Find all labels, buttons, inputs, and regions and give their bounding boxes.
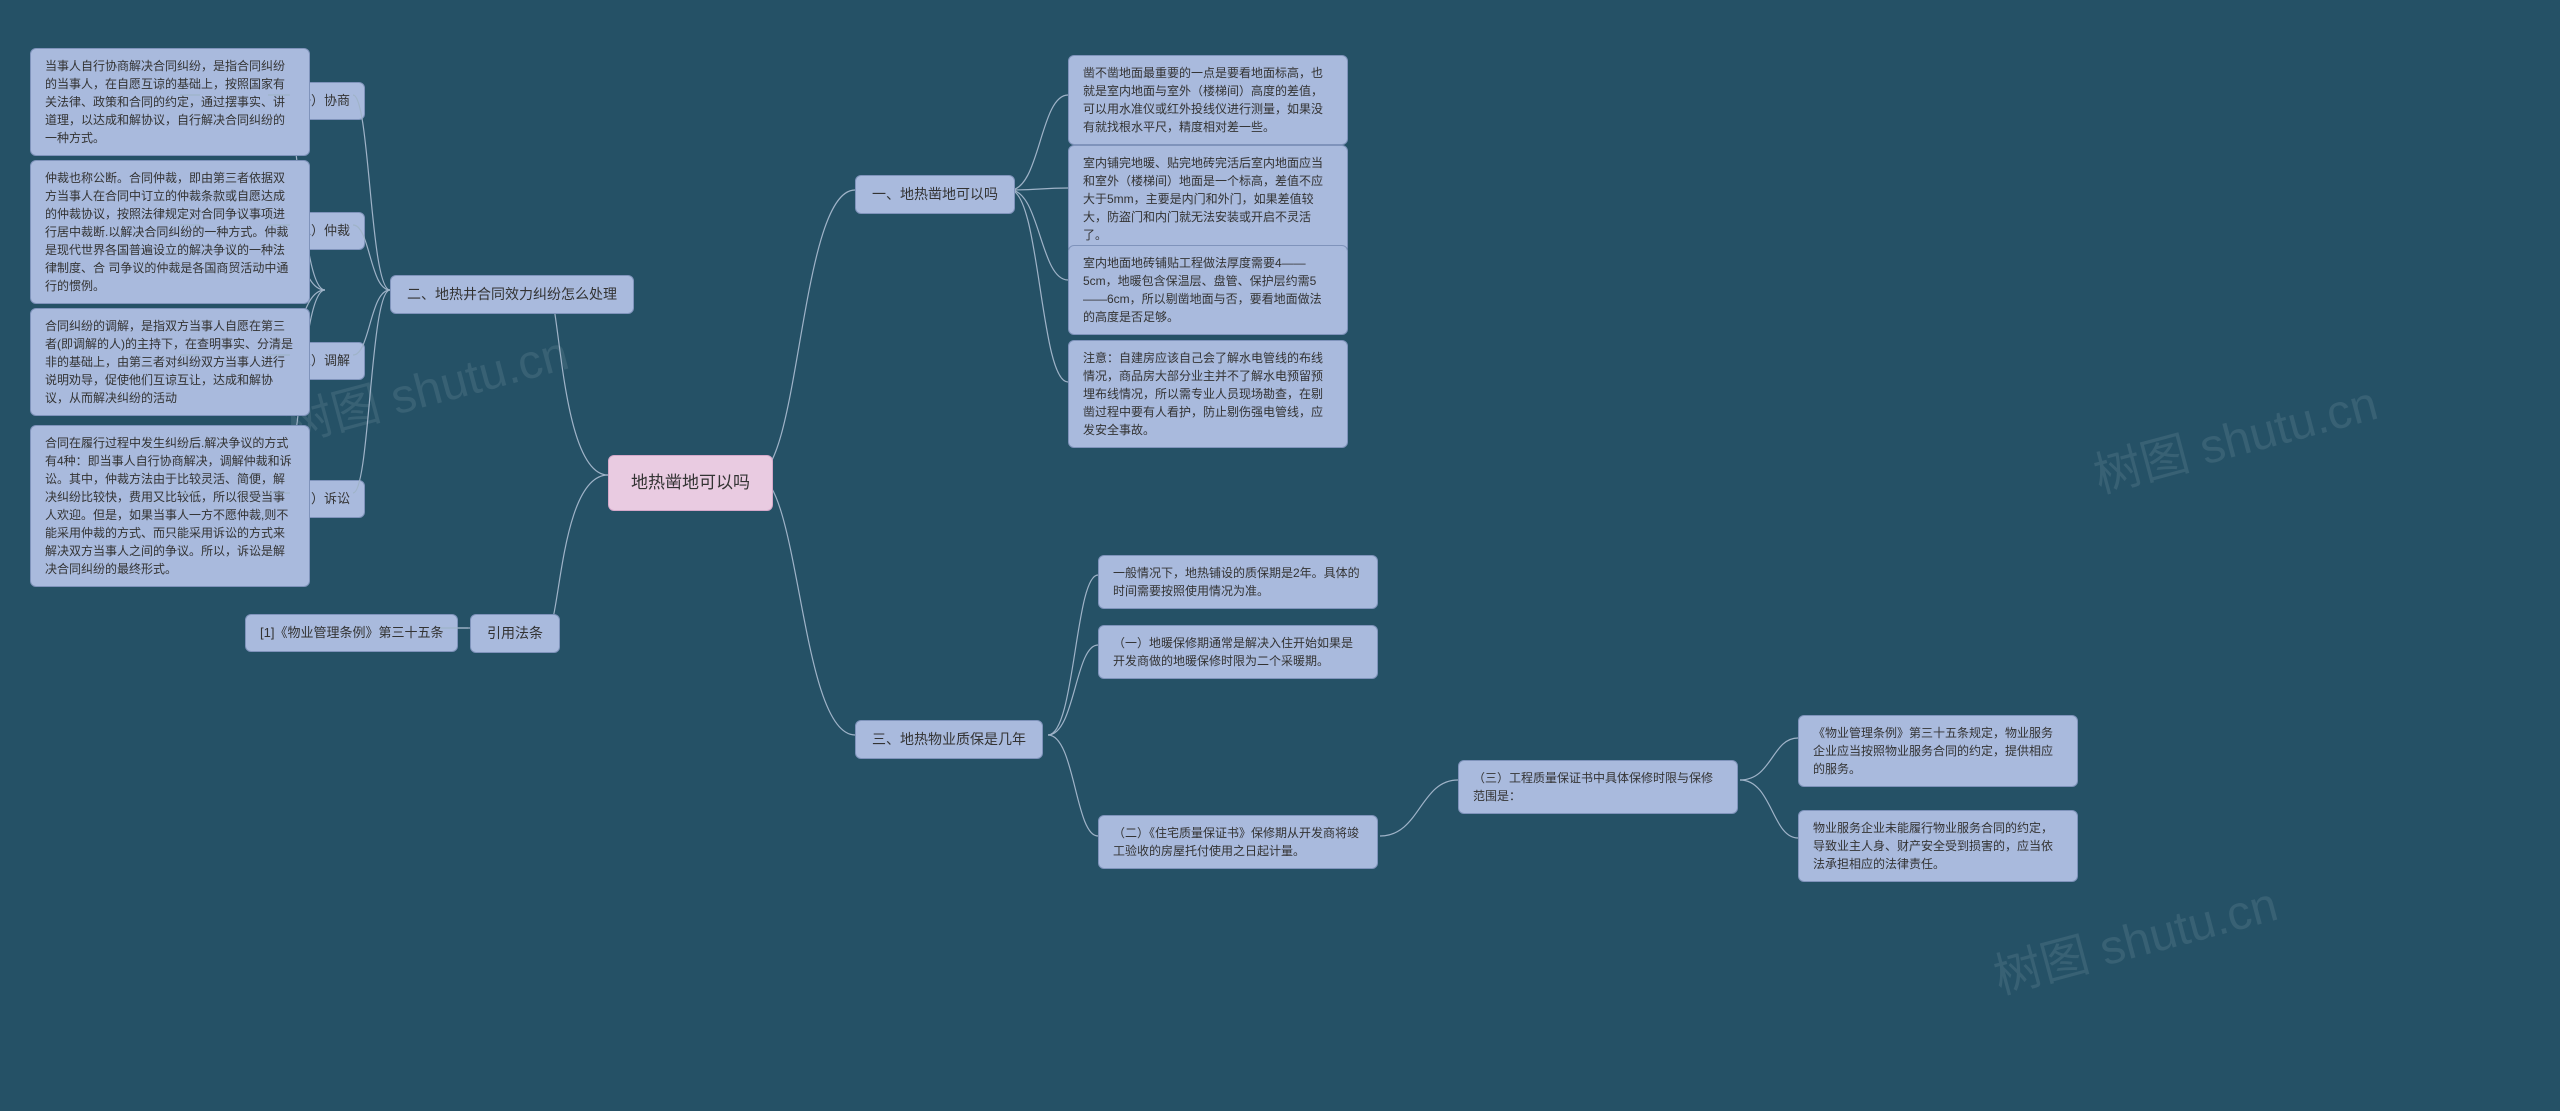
section2-title: 二、地热井合同效力纠纷怎么处理 bbox=[390, 275, 634, 314]
center-node: 地热凿地可以吗 bbox=[608, 455, 773, 511]
section1-item: 注意：自建房应该自己会了解水电管线的布线情况，商品房大部分业主并不了解水电预留预… bbox=[1068, 340, 1348, 448]
section1-item: 室内地面地砖铺贴工程做法厚度需要4——5cm，地暖包含保温层、盘管、保护层约需5… bbox=[1068, 245, 1348, 335]
section2-detail: 当事人自行协商解决合同纠纷，是指合同纠纷的当事人，在自愿互谅的基础上，按照国家有… bbox=[30, 48, 310, 156]
section1-item: 室内铺完地暖、贴完地砖完活后室内地面应当和室外（楼梯间）地面是一个标高，差值不应… bbox=[1068, 145, 1348, 253]
section3-item: （二）《住宅质量保证书》保修期从开发商将竣工验收的房屋托付使用之日起计量。 bbox=[1098, 815, 1378, 869]
watermark: 树图 shutu.cn bbox=[276, 314, 575, 457]
section2-detail: 仲裁也称公断。合同仲裁，即由第三者依据双方当事人在合同中订立的仲裁条款或自愿达成… bbox=[30, 160, 310, 304]
section3-item: （一）地暖保修期通常是解决入住开始如果是开发商做的地暖保修时限为二个采暖期。 bbox=[1098, 625, 1378, 679]
ref-title: 引用法条 bbox=[470, 614, 560, 653]
watermark: 树图 shutu.cn bbox=[1985, 865, 2284, 1008]
watermark: 树图 shutu.cn bbox=[2085, 364, 2384, 507]
section3-title: 三、地热物业质保是几年 bbox=[855, 720, 1043, 759]
section3-sub3-title: （三）工程质量保证书中具体保修时限与保修范围是： bbox=[1458, 760, 1738, 814]
section2-detail: 合同在履行过程中发生纠纷后.解决争议的方式有4种：即当事人自行协商解决，调解仲裁… bbox=[30, 425, 310, 587]
section3-sub3-item: 物业服务企业未能履行物业服务合同的约定，导致业主人身、财产安全受到损害的，应当依… bbox=[1798, 810, 2078, 882]
section1-item: 凿不凿地面最重要的一点是要看地面标高，也就是室内地面与室外（楼梯间）高度的差值，… bbox=[1068, 55, 1348, 145]
section3-item: 一般情况下，地热铺设的质保期是2年。具体的时间需要按照使用情况为准。 bbox=[1098, 555, 1378, 609]
section3-sub3-item: 《物业管理条例》第三十五条规定，物业服务企业应当按照物业服务合同的约定，提供相应… bbox=[1798, 715, 2078, 787]
ref-item: [1]《物业管理条例》第三十五条 bbox=[245, 614, 458, 652]
section2-detail: 合同纠纷的调解，是指双方当事人自愿在第三者(即调解的人)的主持下，在查明事实、分… bbox=[30, 308, 310, 416]
section1-title: 一、地热凿地可以吗 bbox=[855, 175, 1015, 214]
